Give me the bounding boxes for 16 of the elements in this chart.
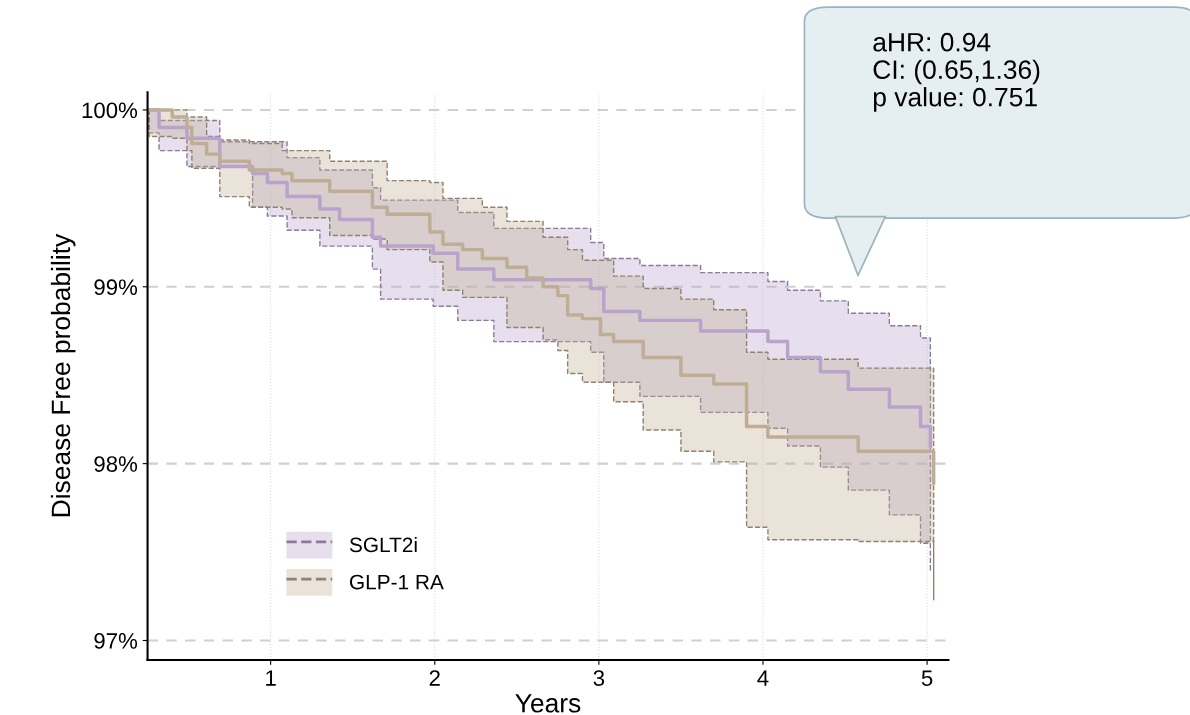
y-tick-label: 97%	[94, 633, 138, 649]
annotation: p value: 0.751	[873, 87, 1037, 112]
text: CI: (0.65,1.36)	[873, 59, 1040, 85]
x-axis-title: Years	[515, 694, 581, 713]
x-tick-label: 1	[266, 670, 276, 686]
text: aHR: 0.94	[873, 32, 991, 52]
y-axis-title: Disease Free probability	[50, 233, 76, 517]
x-tick-label: 2	[429, 670, 440, 686]
legend-label: GLP-1 RA	[349, 574, 444, 590]
x-tick-label: 5	[921, 670, 933, 686]
legend-label: SGLT2i	[349, 536, 417, 553]
y-tick-label: 99%	[94, 279, 138, 296]
y-tick-label: 100%	[82, 102, 138, 119]
x-tick-label: 4	[757, 670, 769, 686]
y-tick-label: 98%	[94, 456, 138, 472]
x-tick-label: 3	[593, 670, 605, 686]
